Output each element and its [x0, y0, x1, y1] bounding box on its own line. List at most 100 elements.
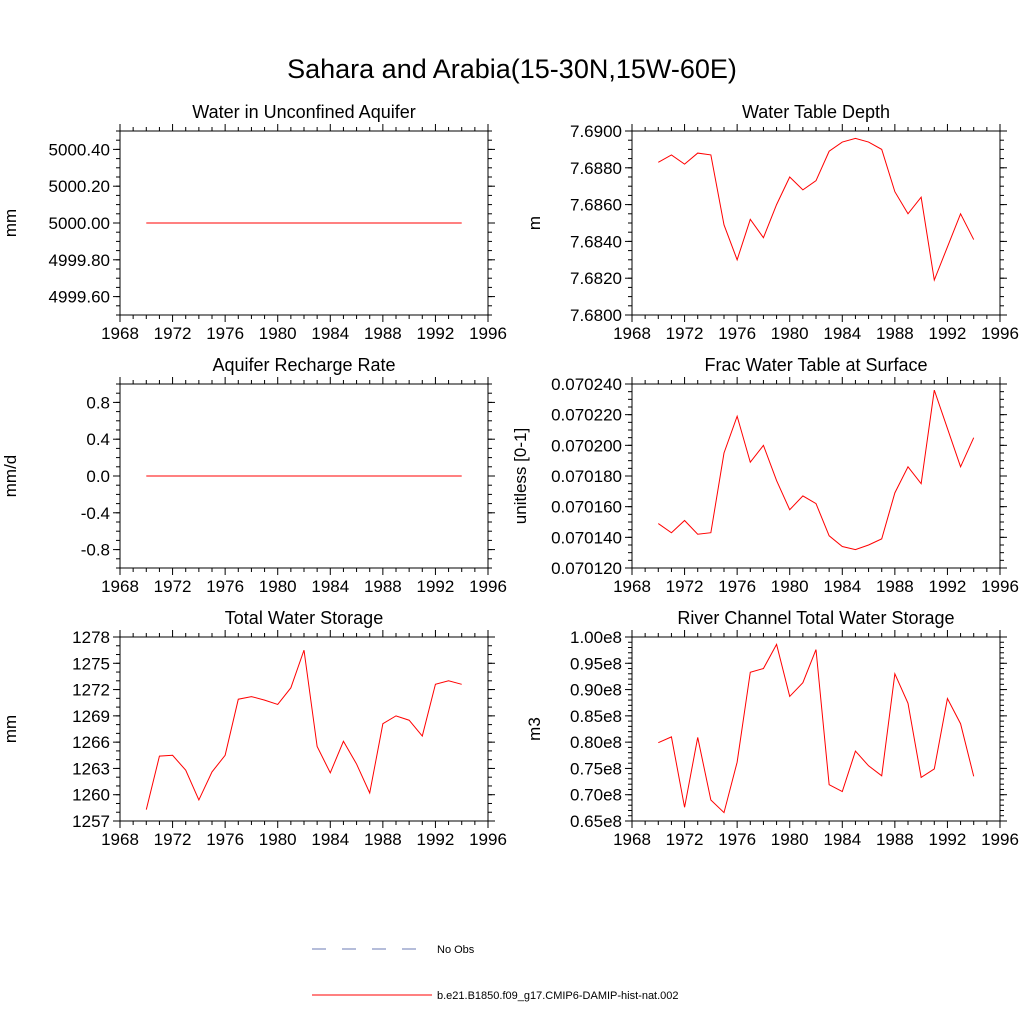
- y-tick-label: 0.65e8: [570, 812, 622, 831]
- x-tick-label: 1988: [364, 830, 402, 849]
- x-tick-label: 1976: [718, 577, 756, 596]
- y-tick-label: 4999.60: [49, 288, 110, 307]
- panel-title: Water in Unconfined Aquifer: [192, 102, 415, 122]
- x-tick-label: 1996: [981, 577, 1019, 596]
- x-tick-label: 1984: [823, 577, 861, 596]
- x-tick-label: 1988: [364, 577, 402, 596]
- series-line: [658, 389, 975, 551]
- x-tick-label: 1996: [469, 830, 507, 849]
- y-tick-label: 0.070160: [551, 498, 622, 517]
- x-tick-label: 1988: [876, 577, 914, 596]
- x-tick-label: 1976: [206, 577, 244, 596]
- x-tick-label: 1968: [613, 830, 651, 849]
- y-axis-label: m: [525, 216, 544, 230]
- panel-title: Water Table Depth: [742, 102, 890, 122]
- plot-frame: [631, 383, 1001, 569]
- y-tick-label: 7.6840: [570, 232, 622, 251]
- x-tick-label: 1972: [154, 324, 192, 343]
- panel-title: Frac Water Table at Surface: [704, 355, 927, 375]
- y-tick-label: 1275: [72, 654, 110, 673]
- y-tick-label: 7.6900: [570, 122, 622, 141]
- x-tick-label: 1996: [981, 830, 1019, 849]
- y-tick-label: 1269: [72, 707, 110, 726]
- y-tick-label: 1260: [72, 786, 110, 805]
- y-tick-label: 0.070120: [551, 559, 622, 578]
- x-tick-label: 1972: [154, 830, 192, 849]
- y-tick-label: 5000.20: [49, 177, 110, 196]
- y-tick-label: 0.8: [86, 393, 110, 412]
- panel-6: River Channel Total Water Storage 1968 197…: [525, 608, 1019, 849]
- panel-4: Frac Water Table at Surface 1968 1972 1976 1…: [511, 355, 1019, 596]
- x-tick-label: 1996: [981, 324, 1019, 343]
- x-tick-label: 1976: [206, 324, 244, 343]
- y-tick-label: 0.90e8: [570, 681, 622, 700]
- x-tick-label: 1984: [311, 577, 349, 596]
- y-tick-label: 0.4: [86, 430, 110, 449]
- y-tick-label: 0.070140: [551, 528, 622, 547]
- y-tick-label: 7.6800: [570, 306, 622, 325]
- y-tick-label: 7.6880: [570, 159, 622, 178]
- y-tick-label: 1272: [72, 681, 110, 700]
- panels-group: Water in Unconfined Aquifer 1968 1972 1976 1…: [1, 102, 1019, 849]
- x-tick-label: 1968: [101, 324, 139, 343]
- x-tick-label: 1984: [311, 830, 349, 849]
- y-tick-label: 1278: [72, 628, 110, 647]
- y-axis-label: mm: [1, 715, 20, 743]
- y-tick-label: 5000.40: [49, 140, 110, 159]
- x-tick-label: 1980: [771, 324, 809, 343]
- x-tick-label: 1992: [929, 830, 967, 849]
- x-tick-label: 1984: [823, 324, 861, 343]
- plot-frame: [119, 636, 489, 822]
- x-tick-label: 1992: [929, 324, 967, 343]
- x-tick-label: 1972: [666, 577, 704, 596]
- legend: No Obs b.e21.B1850.f09_g17.CMIP6-DAMIP-h…: [312, 944, 679, 1002]
- x-tick-label: 1972: [666, 324, 704, 343]
- x-tick-label: 1984: [823, 830, 861, 849]
- panel-title: Aquifer Recharge Rate: [212, 355, 395, 375]
- panel-1: Water in Unconfined Aquifer 1968 1972 1976 1…: [1, 102, 507, 343]
- y-tick-label: 1263: [72, 759, 110, 778]
- figure-title: Sahara and Arabia(15-30N,15W-60E): [287, 54, 737, 84]
- x-tick-label: 1976: [718, 830, 756, 849]
- panel-title: River Channel Total Water Storage: [677, 608, 954, 628]
- y-axis-label: m3: [525, 717, 544, 741]
- x-tick-label: 1980: [259, 577, 297, 596]
- series-line: [145, 649, 462, 810]
- panel-2: Water Table Depth 1968 1972 1976 1980 1984 198…: [525, 102, 1019, 343]
- y-tick-label: 7.6860: [570, 196, 622, 215]
- panel-5: Total Water Storage 1968 1972 1976 1980 1984 1…: [1, 608, 507, 849]
- x-tick-label: 1992: [417, 830, 455, 849]
- x-tick-label: 1972: [154, 577, 192, 596]
- x-tick-label: 1988: [876, 324, 914, 343]
- x-tick-label: 1996: [469, 577, 507, 596]
- y-tick-label: 4999.80: [49, 251, 110, 270]
- x-tick-label: 1980: [771, 830, 809, 849]
- x-tick-label: 1972: [666, 830, 704, 849]
- panel-title: Total Water Storage: [225, 608, 383, 628]
- x-tick-label: 1988: [876, 830, 914, 849]
- y-tick-label: 0.85e8: [570, 707, 622, 726]
- x-tick-label: 1980: [259, 324, 297, 343]
- plot-frame: [631, 130, 1001, 316]
- y-axis-label: mm: [1, 209, 20, 237]
- y-tick-label: 0.0: [86, 467, 110, 486]
- series-line: [658, 642, 975, 814]
- x-tick-label: 1968: [101, 577, 139, 596]
- y-axis-label: mm/d: [1, 455, 20, 498]
- y-axis-label: unitless [0-1]: [511, 428, 530, 524]
- x-tick-label: 1976: [718, 324, 756, 343]
- x-tick-label: 1980: [259, 830, 297, 849]
- y-tick-label: 0.95e8: [570, 654, 622, 673]
- x-tick-label: 1992: [929, 577, 967, 596]
- y-tick-label: -0.4: [81, 504, 110, 523]
- y-tick-label: 0.070220: [551, 406, 622, 425]
- y-tick-label: 0.070240: [551, 375, 622, 394]
- x-tick-label: 1976: [206, 830, 244, 849]
- y-tick-label: 1266: [72, 733, 110, 752]
- legend-obs-label: No Obs: [437, 944, 475, 956]
- y-tick-label: 0.80e8: [570, 733, 622, 752]
- x-tick-label: 1992: [417, 324, 455, 343]
- x-tick-label: 1992: [417, 577, 455, 596]
- panel-3: Aquifer Recharge Rate 1968 1972 1976 1980 198…: [1, 355, 507, 596]
- y-tick-label: 0.070180: [551, 467, 622, 486]
